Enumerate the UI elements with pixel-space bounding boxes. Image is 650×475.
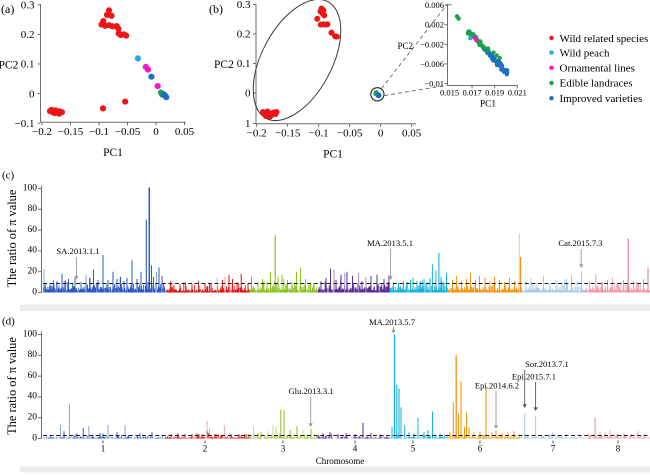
- svg-text:0: 0: [32, 433, 37, 443]
- svg-text:Epi.2014.6.2: Epi.2014.6.2: [475, 381, 519, 391]
- svg-text:1: 1: [101, 444, 106, 454]
- svg-text:0.021: 0.021: [508, 88, 527, 98]
- svg-text:4: 4: [353, 444, 358, 454]
- svg-text:0.1: 0.1: [237, 58, 251, 70]
- svg-text:60: 60: [28, 225, 38, 235]
- svg-text:0.05: 0.05: [402, 128, 422, 140]
- svg-text:0: 0: [153, 126, 159, 138]
- svg-text:Cat.2015.7.3: Cat.2015.7.3: [558, 238, 602, 248]
- svg-text:Wild related species: Wild related species: [560, 33, 649, 45]
- svg-text:−0.2: −0.2: [32, 126, 52, 138]
- svg-text:PC1: PC1: [480, 100, 497, 110]
- svg-text:Edible landraces: Edible landraces: [560, 78, 633, 90]
- svg-text:0.015: 0.015: [440, 88, 459, 98]
- svg-text:(d): (d): [2, 316, 15, 328]
- svg-text:8: 8: [616, 444, 621, 454]
- svg-text:The ratio of π value: The ratio of π value: [5, 337, 19, 435]
- svg-text:MA.2013.5.1: MA.2013.5.1: [367, 238, 413, 248]
- svg-text:40: 40: [28, 392, 38, 402]
- svg-text:7: 7: [551, 444, 556, 454]
- svg-text:20: 20: [28, 413, 38, 423]
- svg-text:MA.2013.5.7: MA.2013.5.7: [369, 317, 416, 327]
- svg-text:Wild peach: Wild peach: [560, 47, 610, 59]
- svg-text:PC1: PC1: [323, 149, 343, 161]
- svg-text:0: 0: [29, 88, 35, 100]
- svg-text:−0.1: −0.1: [309, 128, 329, 140]
- svg-text:80: 80: [28, 204, 38, 214]
- svg-text:−0.002: −0.002: [420, 39, 444, 49]
- svg-text:0.05: 0.05: [175, 126, 195, 138]
- svg-text:100: 100: [23, 329, 38, 339]
- svg-text:PC2: PC2: [397, 41, 413, 51]
- svg-text:100: 100: [23, 183, 38, 193]
- svg-text:0.3: 0.3: [21, 0, 35, 12]
- svg-text:20: 20: [28, 267, 38, 277]
- svg-text:Chromosome: Chromosome: [316, 456, 365, 466]
- svg-text:3: 3: [281, 444, 286, 454]
- svg-text:0.019: 0.019: [485, 88, 504, 98]
- svg-text:0: 0: [32, 287, 37, 297]
- svg-text:60: 60: [28, 371, 38, 381]
- svg-text:−0.15: −0.15: [58, 126, 84, 138]
- svg-text:Ornamental lines: Ornamental lines: [560, 63, 635, 75]
- svg-text:1: 1: [245, 118, 251, 130]
- svg-text:2: 2: [203, 444, 208, 454]
- svg-text:0.017: 0.017: [463, 88, 482, 98]
- svg-text:6: 6: [478, 444, 483, 454]
- svg-text:80: 80: [28, 350, 38, 360]
- svg-text:40: 40: [28, 246, 38, 256]
- svg-text:Improved varieties: Improved varieties: [560, 93, 643, 105]
- svg-text:−0.15: −0.15: [275, 128, 301, 140]
- svg-text:0.1: 0.1: [21, 59, 35, 71]
- svg-text:−0.05: −0.05: [115, 126, 141, 138]
- svg-text:The ratio of π value: The ratio of π value: [5, 189, 19, 287]
- svg-text:0: 0: [378, 128, 384, 140]
- svg-text:SA.2013.1.1: SA.2013.1.1: [56, 246, 99, 256]
- svg-text:−0.1: −0.1: [15, 118, 35, 130]
- svg-text:0.3: 0.3: [237, 0, 251, 11]
- svg-text:(a): (a): [1, 2, 14, 16]
- svg-text:PC1: PC1: [103, 147, 123, 159]
- svg-text:PC2: PC2: [0, 60, 19, 72]
- svg-text:−0.01: −0.01: [424, 79, 444, 89]
- svg-text:PC2: PC2: [214, 59, 234, 71]
- svg-text:0.002: 0.002: [425, 20, 444, 30]
- svg-text:0.2: 0.2: [21, 29, 35, 41]
- svg-text:Sor.2013.7.1: Sor.2013.7.1: [525, 359, 569, 369]
- svg-text:(c): (c): [2, 170, 15, 182]
- svg-text:−0.2: −0.2: [247, 128, 267, 140]
- svg-text:−0.1: −0.1: [89, 126, 109, 138]
- svg-text:5: 5: [411, 444, 416, 454]
- svg-text:Glu.2013.3.1: Glu.2013.3.1: [288, 386, 333, 396]
- svg-text:0.006: 0.006: [425, 0, 444, 10]
- svg-text:Epi.2015.7.1: Epi.2015.7.1: [512, 372, 556, 382]
- svg-text:0.2: 0.2: [237, 29, 251, 41]
- svg-text:0: 0: [245, 88, 251, 100]
- svg-text:−0.006: −0.006: [420, 59, 444, 69]
- svg-text:(b): (b): [209, 2, 223, 16]
- svg-text:−0.05: −0.05: [337, 128, 363, 140]
